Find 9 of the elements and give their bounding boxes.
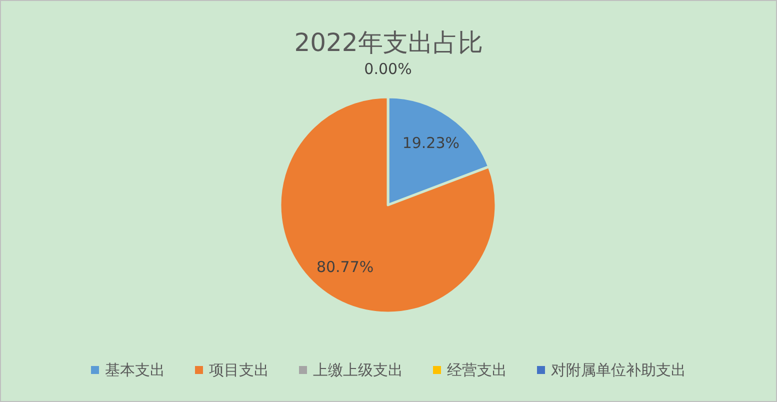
legend-label: 项目支出: [209, 361, 269, 379]
data-label: 0.00%: [364, 60, 412, 78]
chart-title: 2022年支出占比: [294, 28, 483, 57]
legend-label: 对附属单位补助支出: [551, 361, 686, 379]
legend-label: 经营支出: [447, 361, 507, 379]
legend-label: 上缴上级支出: [313, 361, 403, 379]
data-label: 80.77%: [316, 258, 374, 276]
data-label: 19.23%: [402, 134, 460, 152]
legend-label: 基本支出: [105, 361, 165, 379]
